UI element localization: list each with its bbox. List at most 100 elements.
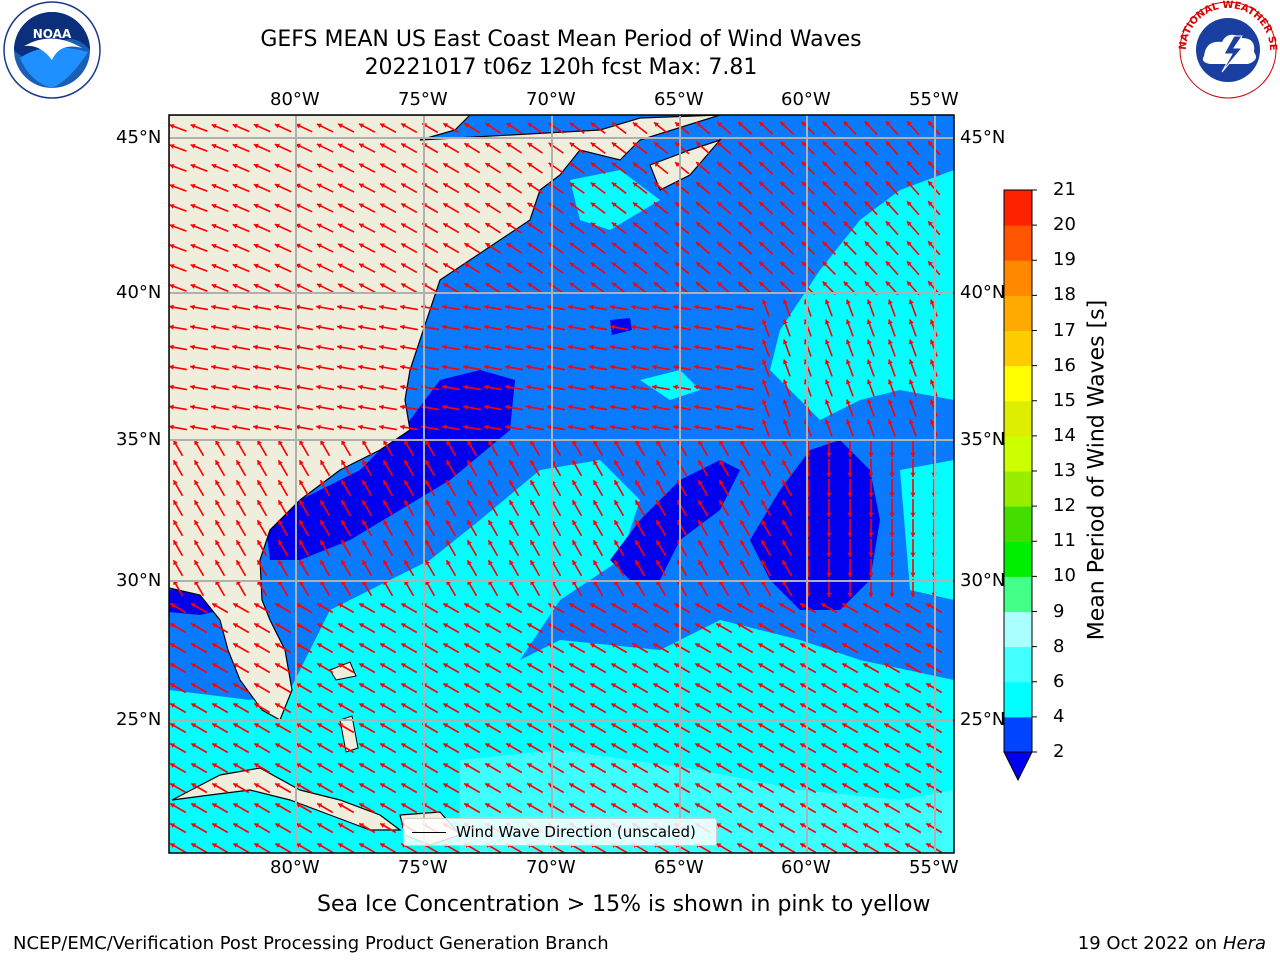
wind-arrow-head — [341, 500, 346, 506]
wind-arrow-head — [826, 472, 832, 477]
wind-arrow-head — [758, 683, 764, 688]
wind-arrow-head — [191, 683, 197, 688]
wind-arrow-head — [169, 143, 175, 149]
wind-arrow-head — [717, 182, 723, 187]
colorbar-segment — [1004, 295, 1032, 331]
wind-arrow-head — [610, 344, 615, 350]
wind-arrow-head — [359, 603, 365, 608]
wind-arrow-head — [632, 182, 638, 188]
wind-arrow-head — [926, 843, 932, 848]
wind-arrow-head — [656, 460, 661, 466]
wind-arrow-head — [401, 723, 407, 728]
wind-arrow-head — [929, 419, 935, 425]
wind-arrow-head — [257, 520, 262, 526]
wind-arrow-head — [863, 843, 869, 848]
wind-arrow-head — [169, 344, 174, 350]
wind-arrow-head — [737, 663, 743, 668]
wind-arrow-head — [569, 242, 575, 248]
wind-arrow-head — [885, 261, 891, 267]
wind-arrow-head — [191, 643, 197, 648]
wind-arrow-head — [484, 324, 489, 330]
wind-arrow-head — [464, 143, 470, 148]
cyan-patch-1 — [640, 370, 700, 400]
wind-arrow-head — [868, 452, 874, 457]
wind-arrow-head — [274, 163, 280, 169]
wind-arrow-head — [653, 603, 659, 608]
wind-arrow-head — [758, 783, 764, 788]
wind-arrow-head — [824, 399, 830, 405]
wind-arrow-head — [173, 500, 178, 506]
wind-arrow-head — [843, 201, 849, 207]
wind-arrow-head — [358, 404, 363, 410]
wind-arrow-head — [673, 384, 678, 390]
wind-arrow-head — [341, 540, 346, 546]
colorbar-segment — [1004, 400, 1032, 437]
wind-arrow-head — [822, 221, 828, 227]
wind-arrow-head — [338, 843, 344, 848]
wind-arrow-head — [652, 384, 657, 390]
wind-arrow-head — [194, 440, 199, 446]
wind-arrow-head — [380, 183, 386, 189]
lat-label-right: 35°N — [960, 429, 1006, 450]
wind-arrow-head — [632, 803, 638, 808]
wind-arrow-head — [740, 480, 745, 486]
wind-arrow-head — [656, 500, 661, 506]
wind-arrow-head — [884, 783, 890, 788]
wind-arrow-head — [380, 283, 386, 289]
wind-arrow-head — [866, 359, 872, 365]
wind-arrow-head — [526, 304, 531, 310]
wind-arrow-head — [590, 162, 596, 168]
wind-arrow-head — [653, 783, 659, 788]
wind-arrow-head — [379, 424, 384, 430]
wind-arrow-head — [527, 262, 533, 268]
wind-arrow-head — [674, 803, 680, 808]
wind-arrow-head — [926, 723, 932, 728]
wind-arrow-head — [295, 203, 301, 209]
wind-arrow-head — [464, 603, 470, 608]
wind-arrow-head — [842, 723, 848, 728]
wind-arrow-head — [254, 623, 260, 628]
wind-arrow-head — [191, 763, 197, 768]
wind-arrow-head — [572, 560, 577, 566]
wind-arrow-head — [170, 843, 176, 848]
wind-arrow-head — [715, 384, 720, 390]
lat-label-left: 30°N — [116, 570, 162, 591]
wind-arrow-head — [569, 222, 575, 228]
wind-arrow-head — [737, 623, 743, 628]
wind-arrow-head — [572, 440, 577, 446]
wind-arrow-head — [296, 683, 302, 688]
wind-arrow-head — [190, 123, 196, 129]
wind-arrow-head — [530, 440, 535, 446]
wind-arrow-head — [527, 703, 533, 708]
wind-arrow-head — [866, 319, 872, 325]
wind-arrow-head — [652, 424, 657, 430]
darkblue-region-east — [750, 440, 880, 610]
wind-arrow-head — [801, 221, 807, 227]
wind-arrow-head — [653, 242, 659, 248]
wind-arrow-head — [863, 603, 869, 608]
wind-arrow-head — [299, 500, 304, 506]
wind-arrow-head — [910, 552, 916, 557]
wind-arrow-head — [190, 283, 196, 289]
wind-arrow-head — [801, 161, 807, 167]
wind-arrow-head — [212, 603, 218, 608]
wind-arrow-head — [736, 424, 741, 430]
wind-arrow-head — [884, 603, 890, 608]
wind-arrow-head — [868, 592, 874, 597]
wind-arrow-head — [780, 201, 786, 207]
wind-arrow-head — [505, 384, 510, 390]
wind-arrow-head — [572, 460, 577, 466]
wind-arrow-head — [401, 223, 407, 228]
wind-arrow-head — [889, 552, 895, 557]
wind-arrow-head — [826, 492, 832, 497]
wind-arrow-head — [485, 283, 491, 288]
wind-arrow-head — [464, 623, 470, 628]
wind-arrow-head — [907, 281, 912, 287]
wind-arrow-head — [443, 123, 449, 128]
wind-arrow-head — [758, 643, 764, 648]
wind-arrow-head — [317, 783, 323, 788]
wind-arrow-head — [316, 123, 322, 129]
wind-arrow-head — [800, 723, 806, 728]
wind-arrow-head — [295, 324, 300, 330]
wind-arrow-head — [632, 643, 638, 648]
